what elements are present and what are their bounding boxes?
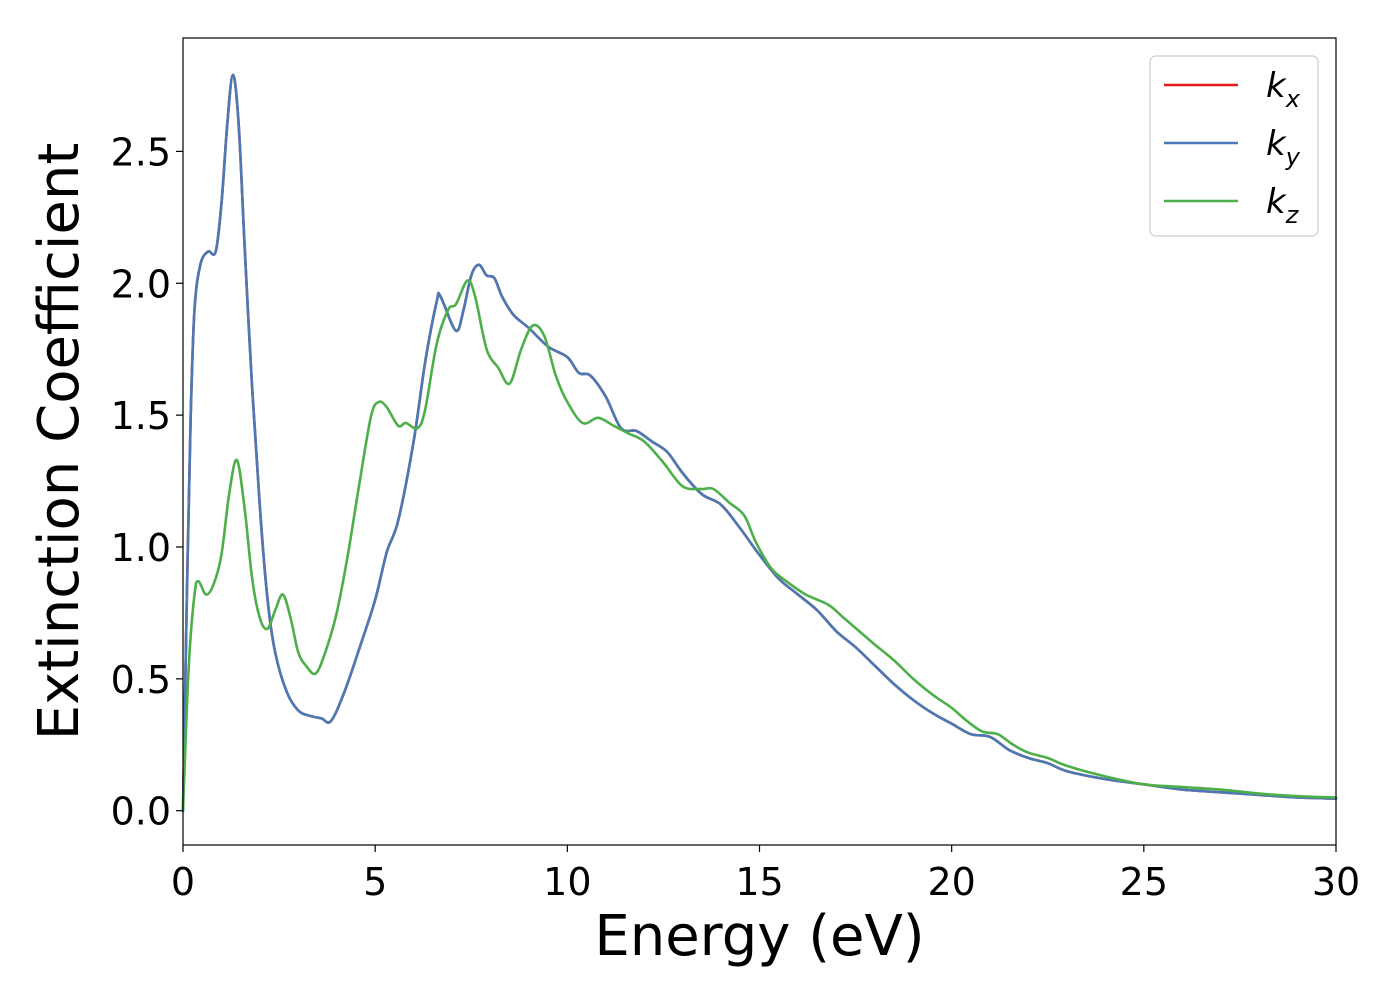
x-axis-label: Energy (eV) (594, 904, 924, 969)
series-lines (181, 73, 1338, 812)
series-line-y (181, 73, 1338, 812)
legend-label-base: k (1266, 182, 1287, 222)
series-line-z (181, 279, 1338, 812)
y-tick-label: 1.5 (111, 394, 171, 438)
x-tick-label: 30 (1312, 860, 1360, 904)
legend-label-base: k (1266, 124, 1287, 164)
x-tick-label: 5 (363, 860, 387, 904)
y-tick-label: 1.0 (111, 526, 171, 570)
y-tick-label: 0.0 (111, 790, 171, 834)
legend-label-z: kz (1266, 182, 1300, 229)
x-tick-label: 15 (735, 860, 783, 904)
legend-box (1149, 55, 1319, 237)
x-tick-label: 20 (927, 860, 975, 904)
y-tick-label: 2.0 (111, 262, 171, 306)
legend-label-subscript: z (1285, 201, 1300, 229)
legend-label-y: ky (1266, 124, 1301, 171)
legend-label-base: k (1266, 66, 1287, 106)
y-axis-ticks: 0.0 0.5 1.0 1.5 2.0 2.5 (111, 130, 183, 834)
x-tick-label: 0 (171, 860, 195, 904)
x-axis-ticks: 0 5 10 15 20 25 30 (171, 845, 1360, 904)
y-axis-label: Extinction Coefficient (27, 143, 92, 741)
x-tick-label: 25 (1120, 860, 1168, 904)
y-tick-label: 0.5 (111, 658, 171, 702)
legend-label-x: kx (1266, 66, 1301, 113)
legend-label-subscript: x (1285, 85, 1301, 113)
x-tick-label: 10 (543, 860, 591, 904)
y-tick-label: 2.5 (111, 130, 171, 174)
legend-label-subscript: y (1285, 143, 1301, 171)
